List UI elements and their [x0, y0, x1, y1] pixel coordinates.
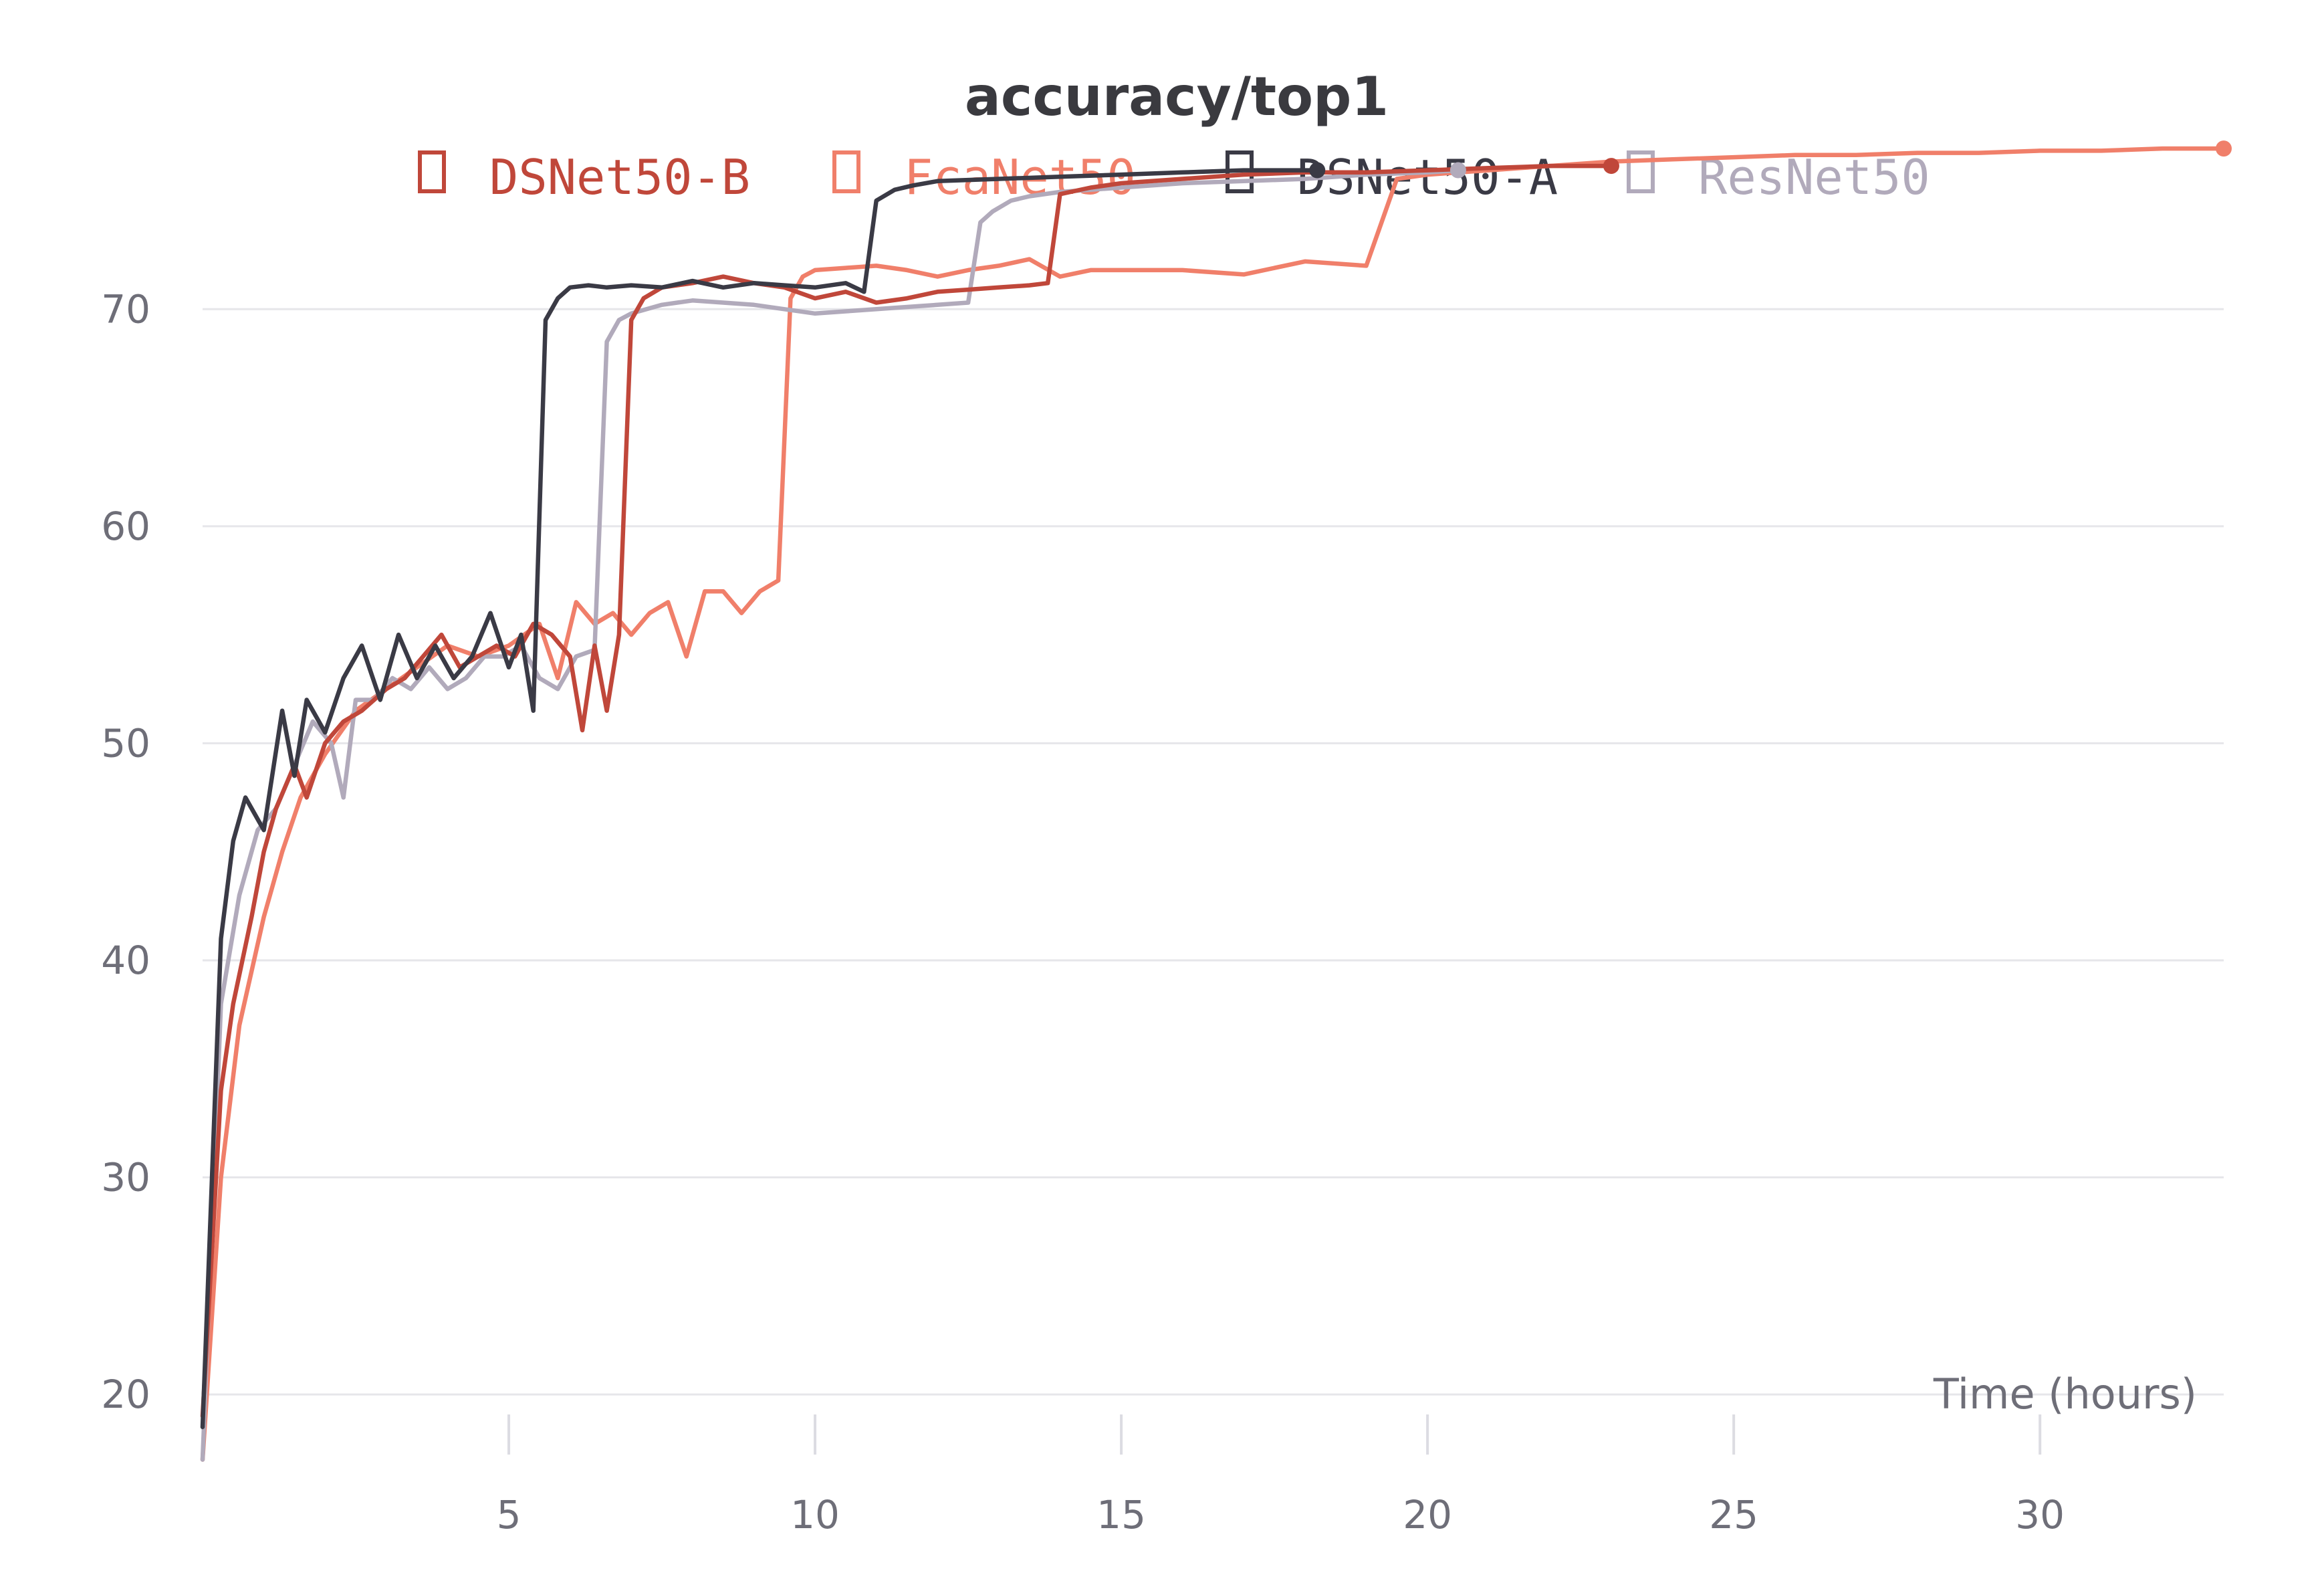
y-tick-label: 30 — [101, 1155, 150, 1200]
chart-title: accuracy/top1 — [965, 66, 1389, 128]
series-endpoint-resnet50 — [1449, 162, 1466, 179]
y-tick-label: 60 — [101, 504, 150, 549]
series-endpoint-fcanet50 — [2216, 140, 2232, 157]
series-lines — [200, 146, 2226, 1462]
series-endpoints — [1309, 140, 2232, 179]
legend-swatch — [832, 150, 860, 193]
series-line-dsnet50-b — [200, 163, 1614, 1418]
x-tick-label: 25 — [1709, 1492, 1758, 1538]
x-axis-title: Time (hours) — [1933, 1370, 2197, 1418]
legend: DSNet50-B FcaNet50 DSNet50-A ResNet50 — [418, 149, 1930, 205]
x-axis: 5 10 15 20 25 30 — [497, 1414, 2065, 1538]
x-tick-label: 5 — [497, 1492, 521, 1538]
series-line-resnet50 — [200, 168, 1461, 1462]
y-tick-label: 20 — [101, 1372, 150, 1417]
legend-swatch — [418, 150, 446, 193]
y-tick-label: 50 — [101, 720, 150, 766]
legend-label: DSNet50-B — [489, 149, 750, 205]
x-tick-label: 20 — [1403, 1492, 1452, 1538]
y-tick-label: 40 — [101, 938, 150, 983]
x-tick-label: 10 — [790, 1492, 840, 1538]
gridlines — [203, 308, 2224, 1396]
y-tick-label: 70 — [101, 286, 150, 332]
series-line-dsnet50-a — [200, 168, 1320, 1430]
series-line-fcanet50 — [200, 146, 2226, 1462]
series-endpoint-dsnet50-b — [1603, 158, 1619, 175]
series-endpoint-dsnet50-a — [1309, 162, 1326, 179]
x-tick-label: 15 — [1096, 1492, 1146, 1538]
legend-swatch — [1627, 150, 1655, 193]
x-tick-label: 30 — [2015, 1492, 2065, 1538]
y-axis: 20 30 40 50 60 70 — [101, 286, 150, 1417]
legend-item-dsnet50-b[interactable]: DSNet50-B — [418, 149, 750, 205]
